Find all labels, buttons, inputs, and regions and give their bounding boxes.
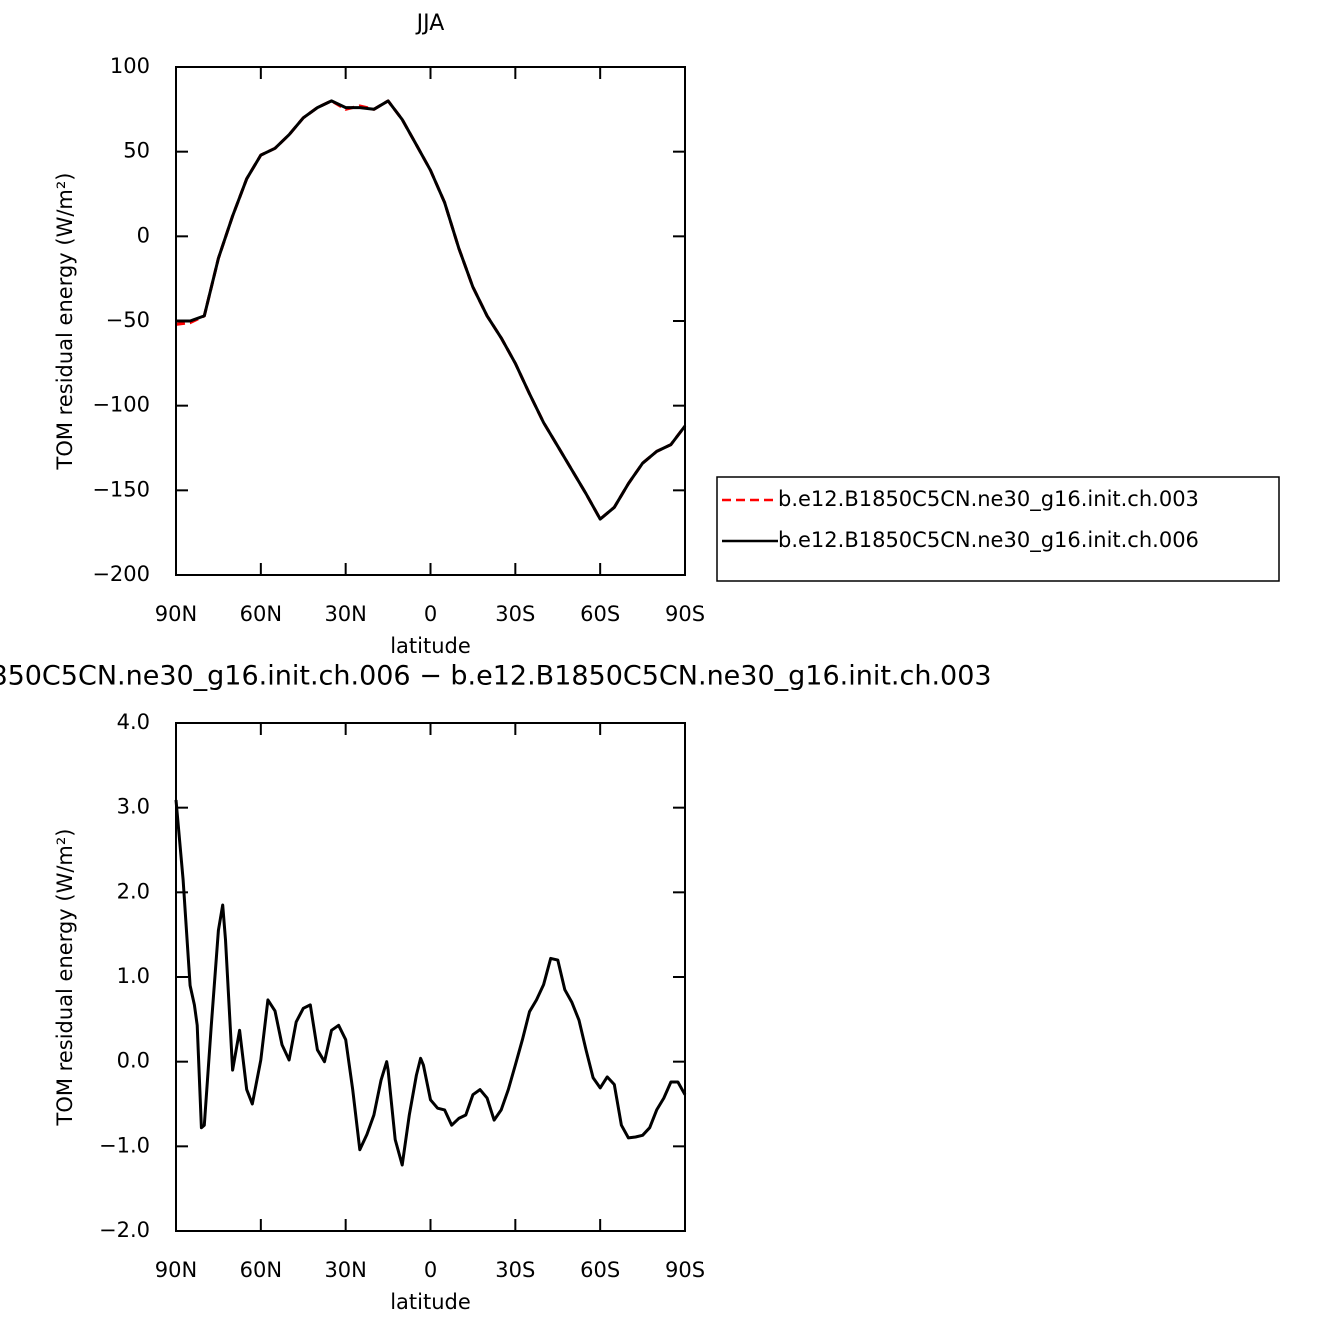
data-line [175,99,687,521]
plot-frame [175,66,686,576]
x-tick-label: 60S [580,1258,620,1282]
y-tick-label: 50 [123,139,150,163]
y-tick-label: −150 [92,477,150,501]
y-tick-label: 0.0 [117,1049,150,1073]
y-tick-label: 0 [137,223,150,247]
x-tick-label: 30N [324,602,366,626]
x-tick-label: 60N [240,602,282,626]
x-tick-label: 0 [424,1258,437,1282]
legend-box [716,476,1280,582]
y-tick-label: −50 [106,308,150,332]
y-axis-label: TOM residual energy (W/m²) [53,829,77,1127]
x-axis-label: latitude [390,634,471,658]
x-tick-label: 30N [324,1258,366,1282]
chart-title: JJA [415,11,445,36]
y-tick-label: 1.0 [117,964,150,988]
y-tick-label: 100 [110,54,150,78]
y-tick-label: −200 [92,562,150,586]
x-tick-label: 90S [665,1258,705,1282]
x-tick-label: 30S [495,1258,535,1282]
x-tick-label: 60S [580,602,620,626]
y-tick-label: −2.0 [99,1218,150,1242]
legend-label: b.e12.B1850C5CN.ne30_g16.init.ch.003 [778,487,1199,512]
x-tick-label: 90S [665,602,705,626]
x-tick-label: 60N [240,1258,282,1282]
legend-label: b.e12.B1850C5CN.ne30_g16.init.ch.006 [778,528,1199,553]
y-tick-label: 2.0 [117,879,150,903]
y-tick-label: −1.0 [99,1133,150,1157]
x-tick-label: 90N [155,1258,197,1282]
chart-title: b.e12.B1850C5CN.ne30_g16.init.ch.006 − b… [0,661,992,692]
data-line [176,99,687,521]
data-line [174,799,687,1167]
x-tick-label: 90N [155,602,197,626]
plot-frame [175,722,686,1232]
y-axis-label: TOM residual energy (W/m²) [53,173,77,471]
x-tick-label: 0 [424,602,437,626]
y-tick-label: −100 [92,393,150,417]
x-tick-label: 30S [495,602,535,626]
y-tick-label: 3.0 [117,795,150,819]
y-tick-label: 4.0 [117,710,150,734]
x-axis-label: latitude [390,1290,471,1314]
